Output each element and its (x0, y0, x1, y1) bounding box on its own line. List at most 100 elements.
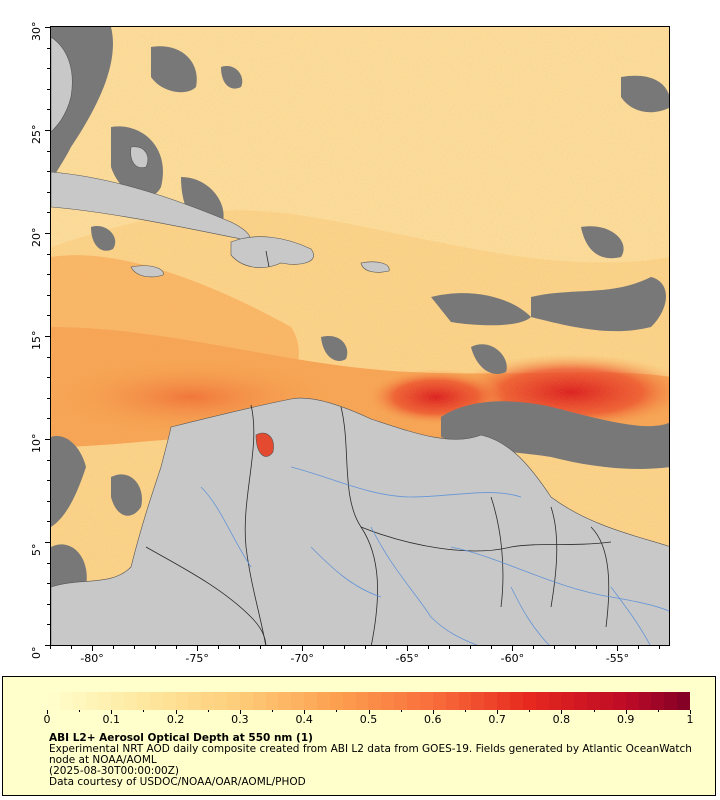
colorbar-swatch (535, 692, 549, 710)
colorbar-tick (625, 710, 627, 714)
lat-minor-tick (47, 191, 50, 193)
colorbar-swatch (304, 692, 318, 710)
colorbar-minor-tick (336, 710, 338, 712)
colorbar-swatch (149, 692, 163, 710)
colorbar-tick (497, 710, 499, 714)
colorbar-tick (175, 710, 177, 714)
lat-minor-tick (47, 356, 50, 358)
lon-minor-tick (239, 646, 241, 649)
lat-label: 15° (30, 330, 43, 351)
colorbar-swatch (137, 692, 150, 710)
colorbar-minor-tick (207, 710, 209, 712)
aod-map-canvas (51, 27, 669, 645)
colorbar-tick (561, 710, 563, 714)
lon-minor-tick (155, 646, 157, 649)
lat-minor-tick (47, 294, 50, 296)
country-borders (145, 250, 612, 645)
colorbar-swatch (329, 692, 343, 710)
lat-minor-tick (47, 212, 50, 214)
colorbar-swatch (677, 692, 690, 710)
lon-tick (617, 646, 619, 651)
colorbar-swatch (124, 692, 138, 710)
lat-tick (45, 336, 50, 337)
colorbar-tick (432, 710, 434, 714)
colorbar-swatch (355, 692, 369, 710)
colorbar-swatch (548, 692, 562, 710)
lat-label: 30° (30, 21, 43, 42)
lat-minor-tick (47, 562, 50, 564)
colorbar-tick-label: 0.9 (616, 713, 635, 726)
colorbar-swatch (265, 692, 279, 710)
colorbar-swatch (407, 692, 420, 710)
colorbar-swatch (458, 692, 472, 710)
lat-minor-tick (47, 253, 50, 255)
lat-label: 25° (30, 124, 43, 145)
lon-minor-tick (533, 646, 535, 649)
lon-minor-tick (449, 646, 451, 649)
lon-tick (512, 646, 514, 651)
colorbar-swatch (432, 692, 446, 710)
colorbar-tick (368, 710, 370, 714)
colorbar-tick (239, 710, 241, 714)
lat-minor-tick (47, 47, 50, 49)
lon-minor-tick (323, 646, 325, 649)
lat-minor-tick (47, 624, 50, 626)
lat-tick (45, 130, 50, 131)
lon-minor-tick (281, 646, 283, 649)
lat-minor-tick (47, 88, 50, 90)
colorbar-minor-tick (529, 710, 531, 712)
lon-minor-tick (638, 646, 640, 649)
colorbar-tick-label: 0.2 (166, 713, 185, 726)
lat-label: 10° (30, 433, 43, 454)
colorbar-swatch (625, 692, 639, 710)
lon-tick (197, 646, 199, 651)
colorbar-swatch (278, 692, 292, 710)
colorbar-tick-label: 0.3 (231, 713, 249, 726)
colorbar-swatch (85, 692, 99, 710)
lat-minor-tick (47, 68, 50, 70)
colorbar-swatch (574, 692, 588, 710)
colorbar-minor-tick (657, 710, 659, 712)
colorbar-swatch (471, 692, 485, 710)
colorbar-swatch (651, 692, 665, 710)
legend-credit: Data courtesy of USDOC/NOAA/OAR/AOML/PHO… (49, 776, 306, 788)
colorbar-swatch (612, 692, 626, 710)
lat-label: 0° (30, 646, 43, 660)
colorbar-minor-tick (272, 710, 274, 712)
legend-timestamp: (2025-08-30T00:00:00Z) (49, 765, 179, 777)
lon-minor-tick (386, 646, 388, 649)
lon-label: -60° (500, 652, 525, 665)
lat-minor-tick (47, 274, 50, 276)
lon-label: -70° (290, 652, 314, 665)
colorbar-swatch (484, 692, 498, 710)
lat-tick (45, 542, 50, 543)
colorbar-swatch (522, 692, 536, 710)
lat-minor-tick (47, 603, 50, 605)
colorbar-tick (47, 710, 48, 714)
lat-label: 5° (30, 543, 43, 557)
colorbar-swatch (98, 692, 112, 710)
colorbar-swatch (419, 692, 433, 710)
land-masses (51, 36, 669, 645)
colorbar-minor-tick (464, 710, 466, 712)
legend-text: ABI L2+ Aerosol Optical Depth at 550 nm … (49, 733, 699, 788)
lon-minor-tick (470, 646, 472, 649)
lon-minor-tick (365, 646, 367, 649)
lon-minor-tick (428, 646, 430, 649)
lon-minor-tick (71, 646, 73, 649)
lat-tick (45, 233, 50, 234)
lat-tick (45, 439, 50, 440)
lat-minor-tick (47, 377, 50, 379)
colorbar-swatch (72, 692, 86, 710)
colorbar-swatch (599, 692, 613, 710)
lon-minor-tick (575, 646, 577, 649)
colorbar-minor-tick (143, 710, 145, 712)
colorbar-minor-tick (400, 710, 402, 712)
colorbar-swatch (175, 692, 189, 710)
lat-minor-tick (47, 583, 50, 585)
lat-minor-tick (47, 109, 50, 111)
lat-label: 20° (30, 227, 43, 248)
lat-tick (45, 645, 50, 646)
lat-minor-tick (47, 397, 50, 399)
lat-minor-tick (47, 500, 50, 502)
